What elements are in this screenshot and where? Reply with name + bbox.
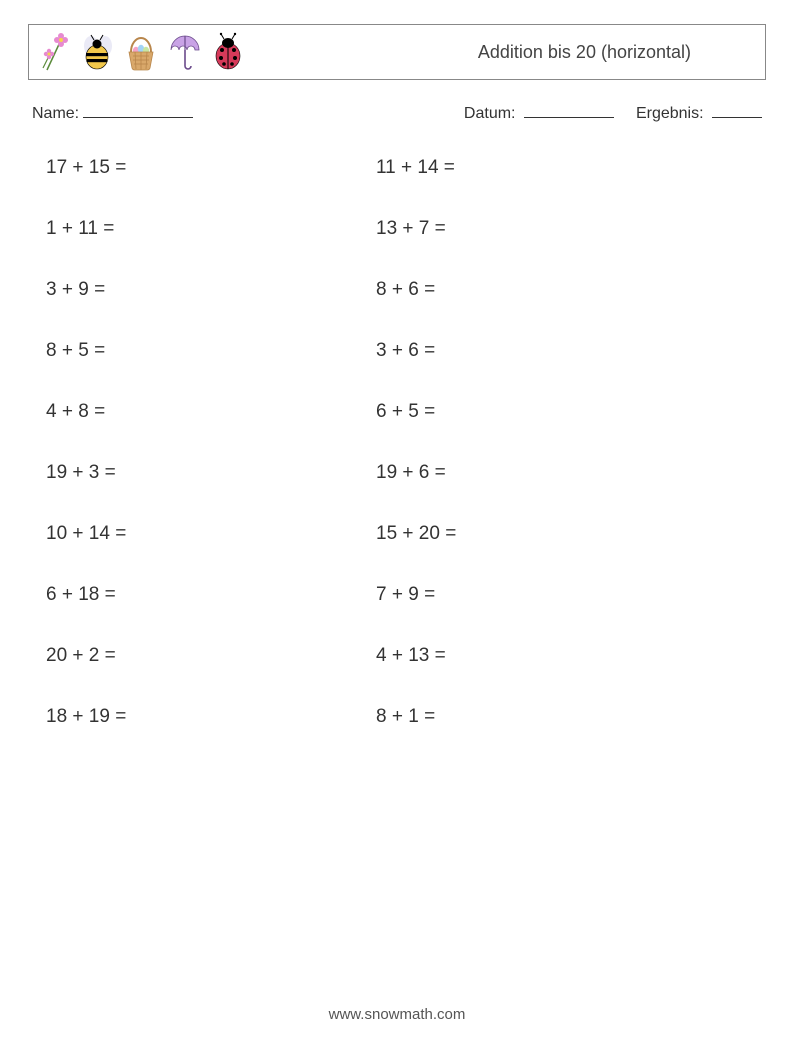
ladybug-icon (211, 32, 245, 72)
problem: 4 + 13 = (376, 645, 706, 667)
problem: 3 + 9 = (46, 279, 376, 301)
meta-row: Name: Datum: Ergebnis: (32, 102, 762, 123)
footer-url: www.snowmath.com (0, 1006, 794, 1023)
umbrella-icon (167, 32, 203, 72)
problem: 13 + 7 = (376, 218, 706, 240)
basket-icon (123, 32, 159, 72)
problem: 6 + 5 = (376, 401, 706, 423)
icon-row (37, 32, 245, 72)
problem: 19 + 3 = (46, 462, 376, 484)
problem: 8 + 6 = (376, 279, 706, 301)
result-field: Ergebnis: (636, 102, 762, 123)
problem: 3 + 6 = (376, 340, 706, 362)
result-label: Ergebnis: (636, 105, 704, 122)
header-box: Addition bis 20 (horizontal) (28, 24, 766, 80)
date-label: Datum: (464, 105, 516, 122)
date-field: Datum: (464, 102, 614, 123)
problem: 7 + 9 = (376, 584, 706, 606)
problem: 18 + 19 = (46, 706, 376, 728)
date-blank[interactable] (524, 102, 614, 118)
problem: 4 + 8 = (46, 401, 376, 423)
name-blank[interactable] (83, 102, 193, 118)
bee-icon (79, 32, 115, 72)
name-label: Name: (32, 105, 79, 123)
problem: 1 + 11 = (46, 218, 376, 240)
result-blank[interactable] (712, 102, 762, 118)
problem: 19 + 6 = (376, 462, 706, 484)
worksheet-title: Addition bis 20 (horizontal) (478, 42, 751, 63)
problem: 6 + 18 = (46, 584, 376, 606)
problem: 11 + 14 = (376, 157, 706, 179)
name-field: Name: (32, 102, 193, 123)
problem: 20 + 2 = (46, 645, 376, 667)
problem: 8 + 1 = (376, 706, 706, 728)
problem: 15 + 20 = (376, 523, 706, 545)
problems-grid: 17 + 15 =11 + 14 = 1 + 11 =13 + 7 = 3 + 9 … (46, 157, 766, 728)
problem: 17 + 15 = (46, 157, 376, 179)
problem: 8 + 5 = (46, 340, 376, 362)
problem: 10 + 14 = (46, 523, 376, 545)
flower-icon (37, 32, 71, 72)
